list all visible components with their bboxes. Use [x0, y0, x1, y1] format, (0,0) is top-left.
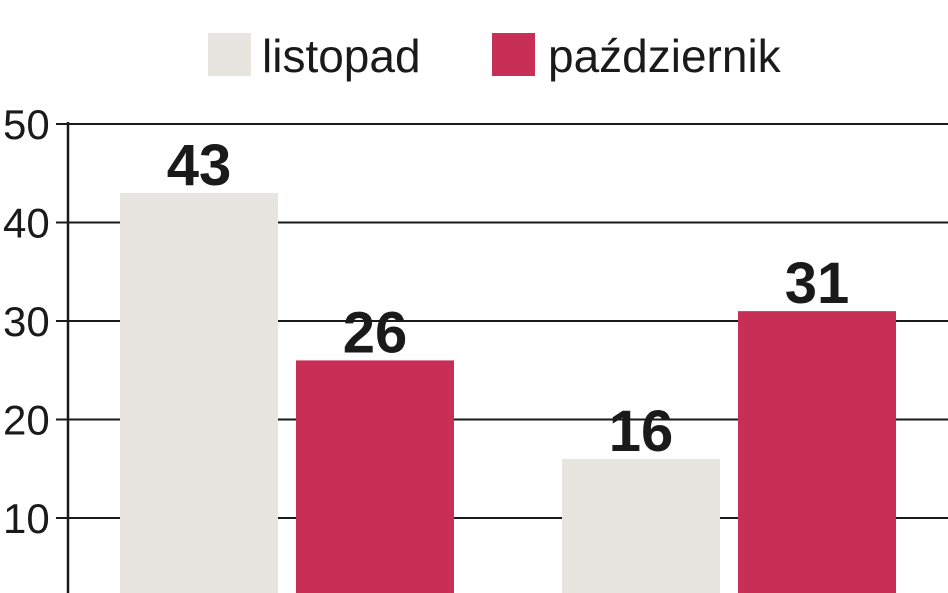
y-tick-label-30: 30 — [3, 298, 50, 345]
bars — [120, 192, 896, 593]
data-label-1-1: 43 — [167, 133, 232, 198]
legend: listopad październik — [208, 30, 782, 82]
bar-1-2 — [562, 458, 720, 593]
data-labels: 43 16 26 31 — [167, 133, 850, 464]
y-tick-label-10: 10 — [3, 495, 50, 542]
bar-1-1 — [120, 192, 278, 593]
legend-label-1: listopad — [262, 30, 421, 82]
bar-2-2 — [738, 311, 896, 593]
legend-swatch-1 — [208, 33, 251, 76]
data-label-2-1: 26 — [343, 300, 408, 365]
data-label-2-2: 31 — [785, 251, 850, 316]
y-tick-label-50: 50 — [3, 101, 50, 148]
y-tick-label-40: 40 — [3, 200, 50, 247]
bar-2-1 — [296, 360, 454, 593]
data-label-1-2: 16 — [609, 399, 674, 464]
legend-label-2: październik — [548, 30, 782, 82]
legend-swatch-2 — [492, 33, 535, 76]
y-tick-label-20: 20 — [3, 397, 50, 444]
y-axis-ticks: 10 20 30 40 50 — [3, 101, 68, 542]
